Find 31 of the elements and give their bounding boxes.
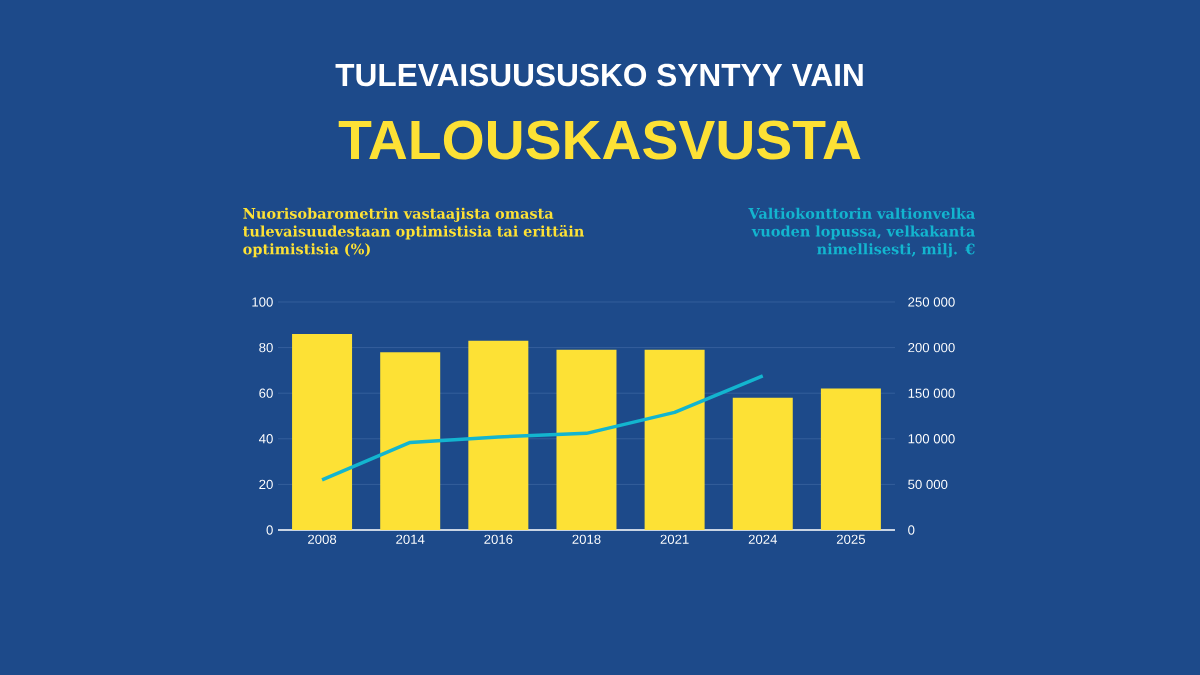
- y-tick-label: 100: [252, 297, 273, 307]
- bar: [732, 397, 793, 530]
- x-tick-label: 2016: [484, 534, 513, 544]
- y-tick-label: 40: [258, 434, 273, 444]
- y2-tick-label: 200 000: [908, 342, 955, 353]
- y-tick-label: 20: [259, 479, 273, 490]
- y2-axis-title: Valtiokonttorin valtionvelka vuoden lopussa, velkakanta nimellisesti, milj. €: [748, 207, 976, 258]
- y-tick-label: 0: [266, 525, 273, 535]
- bar: [292, 333, 353, 530]
- y-tick-label: 80: [259, 342, 273, 353]
- line-series: [320, 374, 765, 482]
- y-tick-label: 60: [259, 388, 273, 398]
- y2-tick-label: 100 000: [908, 434, 955, 444]
- x-tick-label: 2018: [572, 534, 601, 544]
- x-tick-label: 2024: [748, 534, 778, 544]
- chart-subtitle: TALOUSKASVUSTA: [338, 120, 861, 160]
- x-tick-label: 2008: [308, 534, 337, 544]
- bar: [820, 388, 881, 530]
- y2-tick-label: 250 000: [908, 297, 955, 307]
- y-axis-title: Nuorisobarometrin vastaajista omasta tulevaisuudestaan optimistisia tai erittäin optimistisia (%): [243, 207, 585, 258]
- chart-title: TULEVAISUUSUSKO SYNTYY VAIN: [335, 63, 863, 87]
- y2-tick-label: 50 000: [908, 479, 948, 490]
- bar: [380, 352, 441, 530]
- x-tick-label: 2021: [660, 534, 689, 544]
- y2-tick-label: 150 000: [908, 388, 955, 398]
- x-tick-label: 2025: [836, 534, 865, 544]
- bar: [468, 340, 529, 530]
- bar: [556, 349, 617, 530]
- bar: [644, 349, 705, 530]
- y2-tick-label: 0: [908, 525, 915, 535]
- x-tick-label: 2014: [396, 534, 425, 544]
